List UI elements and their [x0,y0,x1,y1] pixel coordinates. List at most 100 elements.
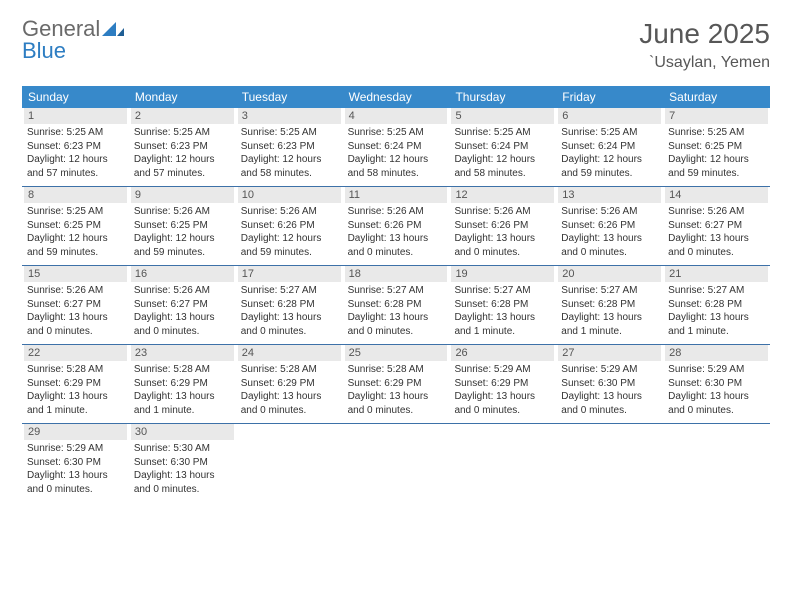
daylight-label: Daylight: 13 hours and 0 minutes. [27,469,124,496]
daylight-label: Daylight: 12 hours and 57 minutes. [134,153,231,180]
calendar-cell-empty [663,424,770,502]
day-number: 11 [345,187,448,203]
calendar-cell: 9Sunrise: 5:26 AMSunset: 6:25 PMDaylight… [129,187,236,265]
sunrise-label: Sunrise: 5:26 AM [134,284,231,298]
sunset-label: Sunset: 6:23 PM [241,140,338,154]
daylight-label: Daylight: 12 hours and 59 minutes. [134,232,231,259]
daylight-label: Daylight: 13 hours and 1 minute. [454,311,551,338]
day-number: 3 [238,108,341,124]
sunrise-label: Sunrise: 5:28 AM [27,363,124,377]
sunrise-label: Sunrise: 5:27 AM [348,284,445,298]
daylight-label: Daylight: 13 hours and 0 minutes. [134,469,231,496]
day-info: Sunrise: 5:29 AMSunset: 6:30 PMDaylight:… [665,363,768,417]
day-number: 13 [558,187,661,203]
day-info: Sunrise: 5:27 AMSunset: 6:28 PMDaylight:… [558,284,661,338]
calendar-cell: 4Sunrise: 5:25 AMSunset: 6:24 PMDaylight… [343,108,450,186]
sunrise-label: Sunrise: 5:26 AM [241,205,338,219]
calendar-cell: 11Sunrise: 5:26 AMSunset: 6:26 PMDayligh… [343,187,450,265]
calendar-cell: 29Sunrise: 5:29 AMSunset: 6:30 PMDayligh… [22,424,129,502]
calendar-cell-empty [236,424,343,502]
calendar-cell: 21 Sunrise: 5:27 AMSunset: 6:28 PMDayligh… [663,266,770,344]
sunrise-label: Sunrise: 5:28 AM [134,363,231,377]
sunrise-label: Sunrise: 5:29 AM [454,363,551,377]
day-info: Sunrise: 5:29 AMSunset: 6:30 PMDaylight:… [558,363,661,417]
calendar-cell: 17Sunrise: 5:27 AMSunset: 6:28 PMDayligh… [236,266,343,344]
sunset-label: Sunset: 6:25 PM [668,140,765,154]
sunrise-label: Sunrise: 5:25 AM [668,126,765,140]
sunrise-label: Sunrise: 5:25 AM [134,126,231,140]
day-info: Sunrise: 5:30 AMSunset: 6:30 PMDaylight:… [131,442,234,496]
day-number: 23 [131,345,234,361]
daylight-label: Daylight: 13 hours and 0 minutes. [668,232,765,259]
day-number: 26 [451,345,554,361]
calendar-cell: 12Sunrise: 5:26 AMSunset: 6:26 PMDayligh… [449,187,556,265]
day-info: Sunrise: 5:28 AMSunset: 6:29 PMDaylight:… [238,363,341,417]
location-label: `Usaylan, Yemen [639,54,770,72]
sunrise-label: Sunrise: 5:28 AM [348,363,445,377]
daylight-label: Daylight: 12 hours and 58 minutes. [348,153,445,180]
day-info: Sunrise: 5:29 AMSunset: 6:29 PMDaylight:… [451,363,554,417]
day-info: Sunrise: 5:28 AMSunset: 6:29 PMDaylight:… [24,363,127,417]
sunrise-label: Sunrise: 5:29 AM [668,363,765,377]
calendar-cell: 2Sunrise: 5:25 AMSunset: 6:23 PMDaylight… [129,108,236,186]
day-number: 10 [238,187,341,203]
sunrise-label: Sunrise: 5:28 AM [241,363,338,377]
sunrise-label: Sunrise: 5:27 AM [668,284,765,298]
sunset-label: Sunset: 6:30 PM [134,456,231,470]
title-block: June 2025 `Usaylan, Yemen [639,18,770,72]
sunrise-label: Sunrise: 5:27 AM [454,284,551,298]
calendar-week: 22Sunrise: 5:28 AMSunset: 6:29 PMDayligh… [22,345,770,424]
calendar-cell-empty [449,424,556,502]
sunrise-label: Sunrise: 5:26 AM [561,205,658,219]
daylight-label: Daylight: 13 hours and 1 minute. [668,311,765,338]
calendar-cell: 5Sunrise: 5:25 AMSunset: 6:24 PMDaylight… [449,108,556,186]
daylight-label: Daylight: 13 hours and 0 minutes. [454,232,551,259]
sunrise-label: Sunrise: 5:25 AM [454,126,551,140]
sunrise-label: Sunrise: 5:25 AM [561,126,658,140]
day-number: 16 [131,266,234,282]
sunset-label: Sunset: 6:26 PM [241,219,338,233]
day-info: Sunrise: 5:25 AMSunset: 6:23 PMDaylight:… [238,126,341,180]
daylight-label: Daylight: 13 hours and 0 minutes. [134,311,231,338]
header: General Blue June 2025 `Usaylan, Yemen [22,18,770,72]
day-info: Sunrise: 5:25 AMSunset: 6:24 PMDaylight:… [558,126,661,180]
daylight-label: Daylight: 13 hours and 1 minute. [27,390,124,417]
day-number: 15 [24,266,127,282]
day-info: Sunrise: 5:28 AMSunset: 6:29 PMDaylight:… [131,363,234,417]
day-info: Sunrise: 5:29 AMSunset: 6:30 PMDaylight:… [24,442,127,496]
sunrise-label: Sunrise: 5:25 AM [348,126,445,140]
sunset-label: Sunset: 6:27 PM [134,298,231,312]
day-number: 30 [131,424,234,440]
daylight-label: Daylight: 13 hours and 0 minutes. [241,390,338,417]
day-info: Sunrise: 5:25 AMSunset: 6:25 PMDaylight:… [24,205,127,259]
calendar-week: 1Sunrise: 5:25 AMSunset: 6:23 PMDaylight… [22,108,770,187]
sunrise-label: Sunrise: 5:25 AM [27,126,124,140]
calendar-cell: 10Sunrise: 5:26 AMSunset: 6:26 PMDayligh… [236,187,343,265]
calendar-week: 15Sunrise: 5:26 AMSunset: 6:27 PMDayligh… [22,266,770,345]
day-header: Tuesday [236,86,343,108]
day-number: 12 [451,187,554,203]
sunrise-label: Sunrise: 5:25 AM [241,126,338,140]
sunrise-label: Sunrise: 5:27 AM [241,284,338,298]
sunset-label: Sunset: 6:23 PM [27,140,124,154]
sunset-label: Sunset: 6:23 PM [134,140,231,154]
sunrise-label: Sunrise: 5:26 AM [27,284,124,298]
calendar-cell: 30 Sunrise: 5:30 AMSunset: 6:30 PMDayligh… [129,424,236,502]
day-number: 21 [665,266,768,282]
sunset-label: Sunset: 6:28 PM [668,298,765,312]
sunrise-label: Sunrise: 5:26 AM [454,205,551,219]
daylight-label: Daylight: 13 hours and 0 minutes. [27,311,124,338]
day-info: Sunrise: 5:25 AMSunset: 6:24 PMDaylight:… [345,126,448,180]
calendar-week: 8Sunrise: 5:25 AMSunset: 6:25 PMDaylight… [22,187,770,266]
daylight-label: Daylight: 12 hours and 57 minutes. [27,153,124,180]
calendar-cell: 22Sunrise: 5:28 AMSunset: 6:29 PMDayligh… [22,345,129,423]
calendar-cell-empty [556,424,663,502]
day-info: Sunrise: 5:27 AMSunset: 6:28 PMDaylight:… [238,284,341,338]
sunset-label: Sunset: 6:25 PM [134,219,231,233]
day-number: 19 [451,266,554,282]
sunset-label: Sunset: 6:29 PM [27,377,124,391]
calendar-week: 29Sunrise: 5:29 AMSunset: 6:30 PMDayligh… [22,424,770,502]
calendar-cell: 23 Sunrise: 5:28 AMSunset: 6:29 PMDayligh… [129,345,236,423]
sunset-label: Sunset: 6:28 PM [348,298,445,312]
day-number: 1 [24,108,127,124]
